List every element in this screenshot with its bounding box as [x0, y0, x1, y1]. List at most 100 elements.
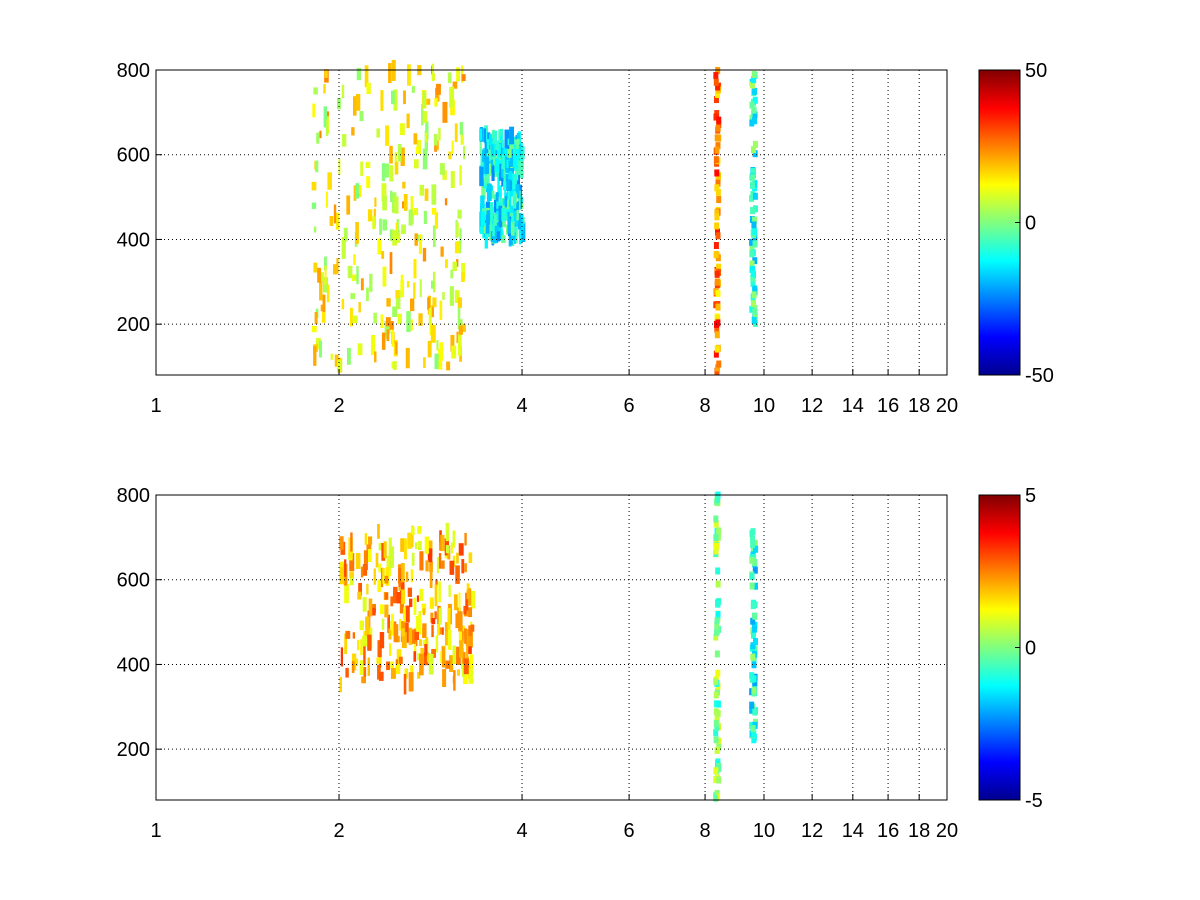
heatmap-cell	[749, 701, 755, 709]
heatmap-cell	[751, 736, 757, 744]
heatmap-cell	[438, 607, 442, 625]
heatmap-cell	[516, 210, 519, 221]
heatmap-cell	[506, 159, 509, 169]
heatmap-cell	[479, 128, 483, 141]
heatmap-cell	[451, 345, 457, 359]
heatmap-cell	[514, 139, 519, 155]
heatmap-cell	[454, 290, 460, 304]
heatmap-cell	[750, 146, 756, 154]
heatmap-cell	[398, 567, 402, 588]
heatmap-cell	[440, 534, 445, 552]
heatmap-cell	[750, 653, 756, 661]
heatmap-cell	[447, 72, 452, 84]
heatmap-cell	[501, 235, 506, 244]
heatmap-cell	[444, 628, 450, 646]
heatmap-cell	[439, 342, 444, 361]
heatmap-cell	[458, 611, 463, 632]
heatmap-cell	[492, 130, 497, 144]
heatmap-cell	[458, 325, 463, 335]
heatmap-cell	[416, 139, 422, 155]
heatmap-cell	[419, 279, 422, 297]
heatmap-cell	[395, 341, 398, 355]
heatmap-cell	[511, 234, 516, 241]
heatmap-cell	[450, 542, 454, 554]
heatmap-cell	[457, 334, 462, 356]
heatmap-cell	[714, 723, 720, 731]
heatmap-cell	[393, 586, 398, 604]
heatmap-cell	[403, 193, 408, 211]
heatmap-cell	[713, 96, 719, 104]
heatmap-cell	[753, 545, 759, 553]
heatmap-cell	[431, 184, 437, 205]
heatmap-cell	[462, 323, 466, 333]
heatmap-cell	[337, 360, 342, 371]
heatmap-cell	[448, 151, 452, 160]
heatmap-cell	[362, 635, 368, 647]
heatmap-cell	[465, 592, 469, 611]
heatmap-cell	[714, 209, 720, 217]
heatmap-cell	[323, 84, 326, 94]
heatmap-cell	[749, 81, 755, 89]
heatmap-cell	[413, 282, 416, 299]
heatmap-cell	[466, 645, 469, 662]
heatmap-cell	[361, 676, 366, 684]
heatmap-cell	[716, 776, 722, 784]
heatmap-cell	[430, 324, 436, 343]
heatmap-cell	[715, 600, 721, 608]
heatmap-cell	[484, 175, 490, 186]
heatmap-cell	[713, 113, 719, 121]
heatmap-cell	[713, 547, 719, 555]
heatmap-cell	[439, 627, 443, 635]
heatmap-cell	[714, 146, 720, 154]
heatmap-cell	[437, 614, 441, 636]
heatmap-cell	[715, 669, 721, 677]
heatmap-cell	[416, 595, 420, 602]
heatmap-cell	[336, 97, 341, 110]
heatmap-cell	[370, 607, 376, 616]
heatmap-cell	[752, 708, 758, 716]
heatmap-cell	[377, 238, 382, 255]
heatmap-cell	[382, 266, 387, 287]
heatmap-cell	[751, 76, 757, 84]
heatmap-cell	[351, 127, 355, 136]
heatmap-cell	[501, 165, 504, 178]
heatmap-cell	[752, 240, 758, 248]
heatmap-cell	[520, 145, 525, 160]
heatmap-cell	[358, 582, 362, 596]
heatmap-cell	[422, 148, 428, 170]
heatmap-cell	[431, 618, 436, 625]
heatmap-cell	[452, 676, 456, 684]
heatmap-cell	[365, 161, 371, 169]
heatmap-cell	[411, 213, 414, 224]
heatmap-cell	[429, 597, 434, 609]
heatmap-cell	[341, 237, 346, 259]
heatmap-cell	[380, 314, 384, 329]
heatmap-cell	[400, 562, 405, 583]
heatmap-cell	[503, 148, 508, 157]
heatmap-cell	[333, 204, 337, 224]
heatmap-cell	[503, 173, 509, 182]
heatmap-cell	[425, 121, 429, 140]
heatmap-cell	[750, 642, 756, 650]
heatmap-cell	[750, 279, 756, 287]
x-tick-label: 16	[877, 395, 899, 417]
heatmap-cell	[750, 540, 756, 548]
heatmap-cell	[422, 608, 426, 616]
heatmap-cell	[399, 618, 402, 631]
heatmap-cell	[498, 129, 501, 140]
colorbar-tick-label: 50	[1025, 60, 1047, 82]
heatmap-cell	[752, 140, 758, 148]
heatmap-cell	[393, 196, 399, 214]
heatmap-cell	[426, 652, 431, 663]
heatmap-cell	[714, 213, 720, 221]
heatmap-cell	[455, 565, 460, 584]
heatmap-cell	[323, 256, 327, 271]
heatmap-cell	[464, 532, 467, 546]
heatmap-cell	[357, 639, 360, 651]
heatmap-cell	[517, 213, 522, 230]
heatmap-cell	[481, 177, 486, 200]
heatmap-cell	[490, 202, 494, 218]
heatmap-cell	[454, 241, 460, 254]
heatmap-cell	[714, 278, 720, 286]
